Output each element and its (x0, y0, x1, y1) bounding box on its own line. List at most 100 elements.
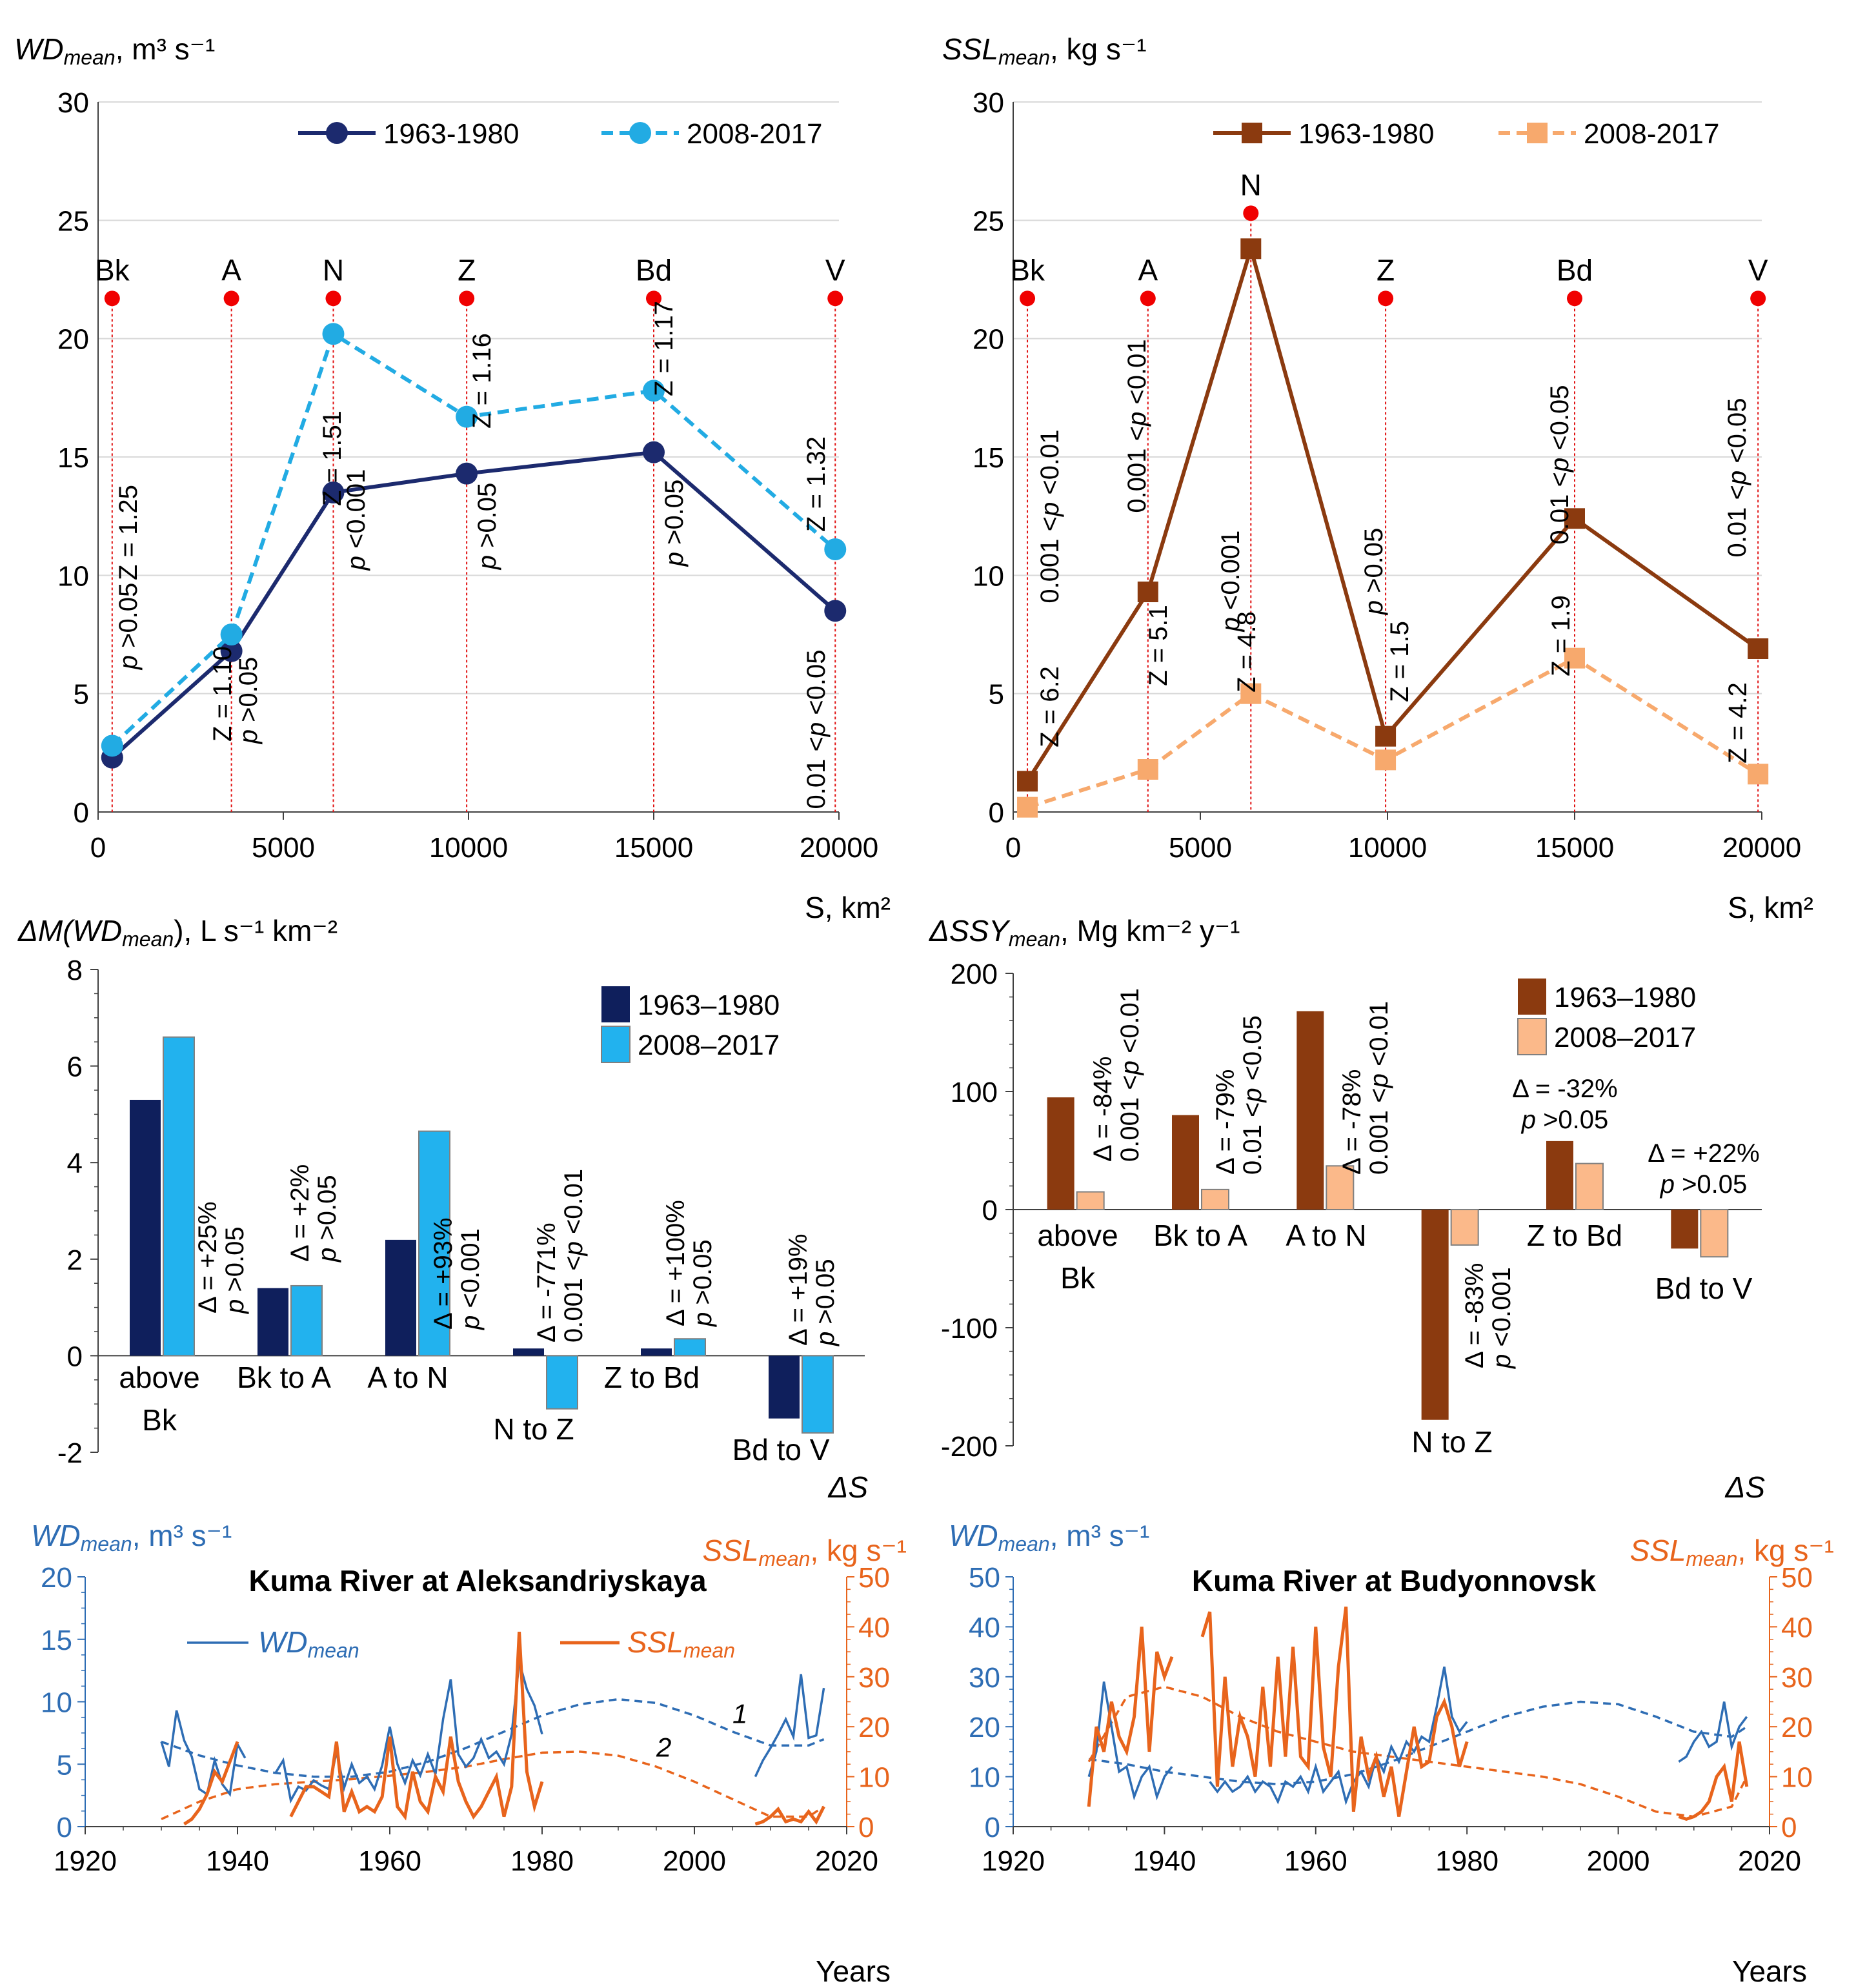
bar-Bk to A (1172, 1115, 1199, 1210)
bar-Bd to V (802, 1355, 834, 1434)
ssl-series-line (289, 1631, 544, 1821)
y-tick-label: 8 (67, 955, 83, 986)
station-label: Bd (636, 253, 672, 287)
data-point (1017, 796, 1038, 818)
annotation-delta: Δ = +25% (194, 1201, 222, 1314)
annotation: Z = 1.10 (208, 646, 237, 742)
annotation-delta: Δ = -32% (1512, 1075, 1617, 1103)
bar-Z to Bd (641, 1348, 672, 1356)
data-point (1240, 238, 1262, 259)
annotation: Z = 6.2 (1036, 666, 1064, 747)
x-tick-label: 20000 (800, 832, 878, 864)
panel-d-xlabel: ΔS (1724, 1470, 1765, 1504)
series-line-2008-2017 (110, 330, 837, 747)
y-tick-label: 100 (951, 1077, 998, 1108)
right-tick-label: 0 (858, 1812, 874, 1843)
wd-series-line (1678, 1701, 1748, 1763)
bar-A to N (1326, 1165, 1355, 1211)
x-tick-label: 2000 (1587, 1845, 1650, 1877)
data-point (101, 735, 123, 757)
ssl-series-line (183, 1741, 239, 1826)
annotation: Z = 1.5 (1386, 621, 1414, 702)
annotation-delta: Δ = -78% (1338, 1070, 1366, 1175)
panel-f-title: Kuma River at Budyonnovsk (1192, 1564, 1597, 1598)
station-label: Bd (1557, 253, 1593, 287)
legend-label: 1963–1980 (1554, 982, 1696, 1013)
y-tick-label: 10 (57, 560, 89, 592)
annotation-delta: Δ = -79% (1211, 1070, 1240, 1175)
annotation: 0.001 <p <0.01 (1123, 339, 1151, 512)
left-tick-label: 50 (969, 1562, 1000, 1594)
annotation: Z = 1.51 (318, 411, 347, 506)
x-tick-label: 20000 (1722, 832, 1801, 864)
bar-Bk to A (1201, 1188, 1229, 1211)
legend-label: 2008-2017 (687, 118, 822, 150)
station-dot (827, 290, 843, 307)
annotation-delta: Δ = +93% (429, 1217, 458, 1330)
annotation: p >0.05 (114, 583, 143, 671)
category-label: above (1037, 1219, 1118, 1252)
legend-label: 2008–2017 (638, 1030, 780, 1061)
station-label: Z (458, 253, 476, 287)
ssl-series-line (1087, 1627, 1174, 1807)
panel-e-ylabel-right: SSLmean, kg s⁻¹ (702, 1534, 907, 1570)
panel-d-ylabel: ΔSSYmean, Mg km⁻² y⁻¹ (929, 914, 1240, 951)
data-point (220, 624, 243, 645)
bar-N to Z (546, 1355, 578, 1410)
station-label: A (1138, 253, 1158, 287)
legend-marker (1242, 123, 1262, 143)
y-tick-label: 5 (989, 679, 1004, 711)
annotation: Z = 4.2 (1724, 682, 1752, 764)
annotation: p >0.05 (660, 480, 689, 567)
right-tick-label: 30 (1781, 1662, 1813, 1694)
legend-ssl-label: SSLmean (627, 1625, 735, 1662)
x-tick-label: 2000 (663, 1845, 726, 1877)
x-tick-label: 0 (1005, 832, 1021, 864)
station-label: Bk (1010, 253, 1045, 287)
annotation-delta: Δ = +100% (661, 1200, 690, 1326)
station-dot (646, 290, 661, 307)
category-label: Z to Bd (604, 1361, 700, 1394)
panel-c-ylabel: ΔM(WDmean), L s⁻¹ km⁻² (17, 914, 338, 951)
annotation: Z = 1.17 (650, 301, 678, 396)
data-point (824, 600, 847, 622)
data-point (1240, 683, 1262, 704)
left-tick-label: 0 (57, 1812, 72, 1843)
annotation-delta: Δ = +22% (1648, 1139, 1760, 1168)
x-tick-label: 1960 (1284, 1845, 1347, 1877)
station-dot (1020, 290, 1036, 307)
ssl-series-line (754, 1805, 825, 1826)
y-tick-label: -2 (57, 1437, 83, 1469)
trend-label-2: 2 (656, 1732, 671, 1763)
annotation: 0.01 <p <0.05 (1723, 398, 1751, 558)
right-tick-label: 50 (858, 1562, 890, 1594)
legend-marker (1527, 123, 1548, 143)
panel-b-xlabel: S, km² (1728, 891, 1813, 924)
legend-marker (629, 122, 651, 144)
bar-above Bk (163, 1036, 195, 1357)
y-tick-label: 30 (973, 87, 1004, 119)
panel-d: ΔSSYmean, Mg km⁻² y⁻¹ ΔS -200 -100 0 100 200… (929, 914, 1765, 1504)
legend-label: 2008-2017 (1584, 118, 1719, 150)
y-tick-label: 2 (67, 1244, 83, 1276)
right-tick-label: 40 (1781, 1612, 1813, 1643)
annotation: Z = 1.25 (114, 485, 143, 580)
x-tick-label: 1940 (206, 1845, 269, 1877)
x-tick-label: 1980 (510, 1845, 574, 1877)
station-label: N (323, 253, 344, 287)
category-label: A to N (1286, 1219, 1366, 1252)
x-tick-label: 1920 (982, 1845, 1045, 1877)
y-tick-label: 20 (57, 324, 89, 356)
left-tick-label: 20 (969, 1712, 1000, 1743)
panel-b-ylabel: SSLmean, kg s⁻¹ (942, 32, 1147, 69)
annotation-p: p <0.001 (1488, 1267, 1516, 1369)
annotation: p <0.001 (1216, 531, 1245, 633)
y-tick-label: 10 (973, 560, 1004, 592)
annotation-p: 0.001 <p <0.01 (1116, 988, 1144, 1162)
station-dot (1140, 290, 1156, 307)
y-tick-label: 25 (57, 205, 89, 237)
panel-e-ylabel-left: WDmean, m³ s⁻¹ (31, 1519, 232, 1556)
panel-e-xlabel: Years (816, 1954, 891, 1988)
panel-a: WDmean, m³ s⁻¹ S, km² 0 5 10 15 20 25 30 0 5000 1… (14, 32, 891, 924)
x-tick-label: 1980 (1435, 1845, 1498, 1877)
